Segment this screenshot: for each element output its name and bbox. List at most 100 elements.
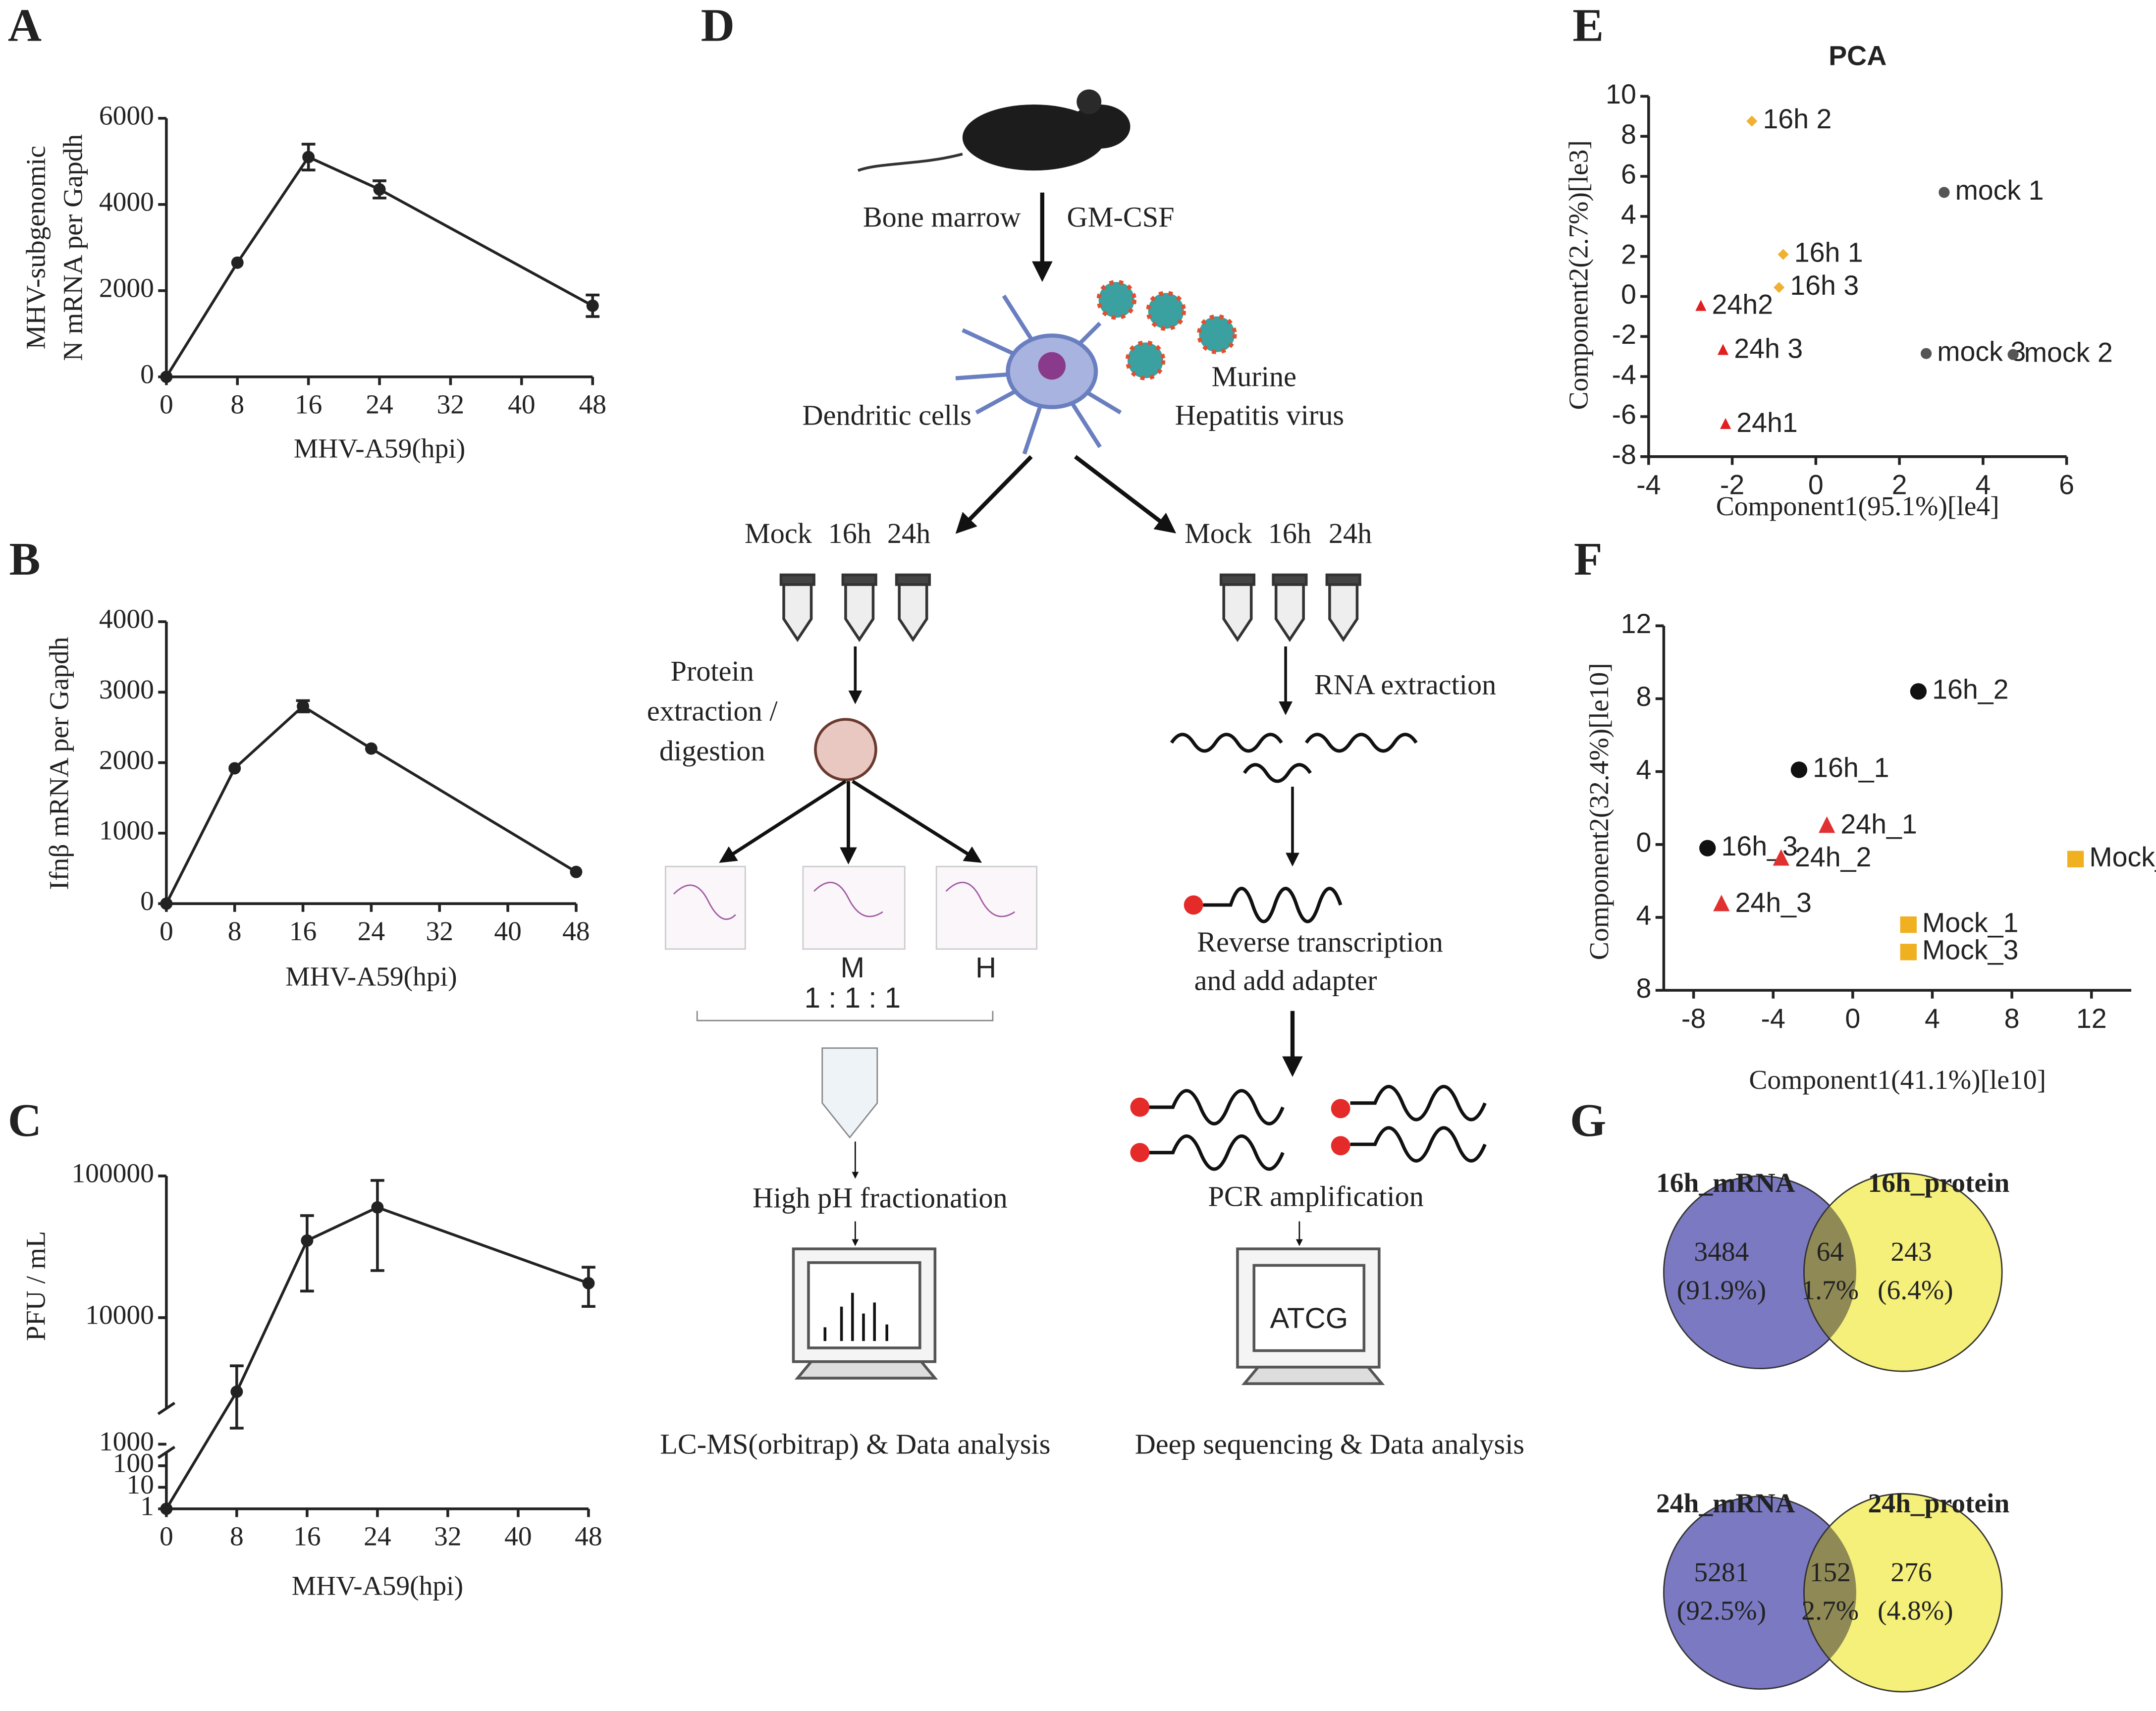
point-label: Mock_2 [2089, 842, 2156, 872]
y-tick-label: 2000 [99, 273, 154, 304]
y-tick-label: 2000 [99, 745, 154, 775]
x-axis-label: MHV-A59(hpi) [294, 433, 465, 464]
chart: 0 2000 4000 6000 0 8 16 24 32 40 48 MHV-A59(hpi) MHV… [21, 101, 606, 464]
point [1790, 761, 1808, 778]
point-label: 24h_2 [1795, 842, 1871, 872]
x-tick-label: 2 [1892, 470, 1907, 500]
y-tick-label: 1 [140, 1492, 154, 1522]
x-tick-label: 16 [295, 390, 323, 420]
data-point [228, 762, 241, 775]
point-label: 16h 3 [1790, 270, 1859, 301]
venn-text: 16h_protein [1868, 1168, 2010, 1198]
virus [1096, 280, 1237, 380]
monitor [823, 1292, 888, 1341]
y-tick-label: 12 [1621, 608, 1652, 639]
x-axis-label: MHV-A59(hpi) [292, 1571, 463, 1602]
tubes [779, 573, 1361, 586]
workflow-diagram: Bone marrow GM-CSF Dendritic cells Murin… [647, 89, 1524, 1460]
monitor [1236, 1247, 1385, 1385]
sample-label: Mock [1185, 517, 1252, 549]
y-tick-label: 0 [1621, 279, 1636, 310]
x-tick-label: 8 [230, 1522, 244, 1552]
point-label: 16h_3 [1721, 831, 1797, 861]
y-tick-label: 1000 [99, 816, 154, 846]
x-tick-label: 8 [230, 390, 244, 420]
point-label: 16h_1 [1813, 752, 1889, 783]
label: PCR amplification [1208, 1180, 1423, 1212]
virus [1146, 291, 1186, 331]
sample-label: 24h [1329, 517, 1372, 549]
bracket [696, 1011, 994, 1021]
x-tick-label: -2 [1720, 470, 1744, 500]
point [1900, 944, 1917, 961]
label: Dendritic cells [803, 399, 971, 431]
adapters [1130, 895, 1350, 1163]
peptide-boxes [664, 865, 746, 950]
data-point [582, 1277, 595, 1289]
x-axis-label: Component1(95.1%)[le4] [1716, 491, 1999, 522]
panel-letter: B [9, 534, 40, 585]
y-tick-label: 8 [1636, 681, 1652, 712]
venn-text: 3484 [1694, 1237, 1749, 1267]
rna [1148, 1085, 1487, 1171]
data-point [365, 742, 377, 755]
point-label: 24h2 [1712, 289, 1773, 320]
point [1746, 115, 1758, 127]
y-tick-label: 4000 [99, 187, 154, 217]
rna [1203, 887, 1343, 923]
data-point [301, 1234, 314, 1247]
panel-letter: F [1574, 534, 1603, 585]
venn-text: (91.9%) [1677, 1276, 1766, 1306]
data-point [570, 865, 583, 878]
point [1773, 282, 1785, 293]
label: High pH fractionation [753, 1181, 1008, 1214]
data-point [160, 371, 173, 383]
sample-label: 16h [1268, 517, 1311, 549]
x-tick-label: 48 [562, 916, 590, 947]
y-tick-label: -8 [1612, 439, 1636, 470]
point [1818, 816, 1835, 833]
monitor [1241, 1366, 1385, 1385]
cell [1038, 352, 1066, 380]
monitor [1252, 1264, 1366, 1352]
label: M [841, 952, 865, 984]
x-tick-label: 8 [228, 916, 242, 947]
venn-text: (92.5%) [1677, 1596, 1766, 1626]
x-tick-label: 0 [160, 916, 173, 947]
venn-text: 152 [1810, 1557, 1851, 1588]
point [1910, 683, 1927, 700]
virus [1096, 280, 1136, 320]
arrows [719, 780, 847, 863]
label: GM-CSF [1067, 201, 1175, 233]
y-tick-label: 100000 [71, 1159, 154, 1189]
y-tick-label: 10 [1606, 79, 1636, 109]
venn-text: 64 [1816, 1237, 1844, 1267]
x-axis-label: Component1(41.1%)[le10] [1749, 1065, 2046, 1095]
point-label: 16h_2 [1932, 674, 2008, 704]
y-tick-label: 100 [113, 1448, 154, 1479]
x-tick-label: 24 [364, 1522, 391, 1552]
monitor [794, 1360, 938, 1380]
point-label: Mock_1 [1922, 907, 2018, 938]
y-tick-label: 4 [1636, 900, 1652, 931]
y-tick-label: 0 [140, 886, 154, 916]
arrow [955, 455, 1033, 534]
x-tick-label: 32 [426, 916, 453, 947]
label: RNA extraction [1314, 669, 1496, 701]
cell [955, 294, 1122, 455]
y-tick-label: 6000 [99, 101, 154, 131]
data-point [373, 183, 386, 196]
rna [1170, 733, 1418, 783]
x-tick-label: 32 [437, 390, 465, 420]
label: Bone marrow [863, 201, 1021, 233]
error-bar [371, 1179, 384, 1272]
x-tick-label: 40 [504, 1522, 532, 1552]
x-tick-label: 24 [366, 390, 393, 420]
point-label: 24h_3 [1735, 887, 1812, 918]
x-tick-label: 32 [434, 1522, 462, 1552]
venn-diagrams: 16h_mRNA 16h_protein 3484 (91.9%) 64 1.7% 243 (… [1656, 1168, 2010, 1693]
x-axis-label: MHV-A59(hpi) [285, 962, 457, 992]
y-axis-label: Component2(32.4%)[le10] [1584, 663, 1615, 960]
y-tick-label: 0 [140, 359, 154, 389]
